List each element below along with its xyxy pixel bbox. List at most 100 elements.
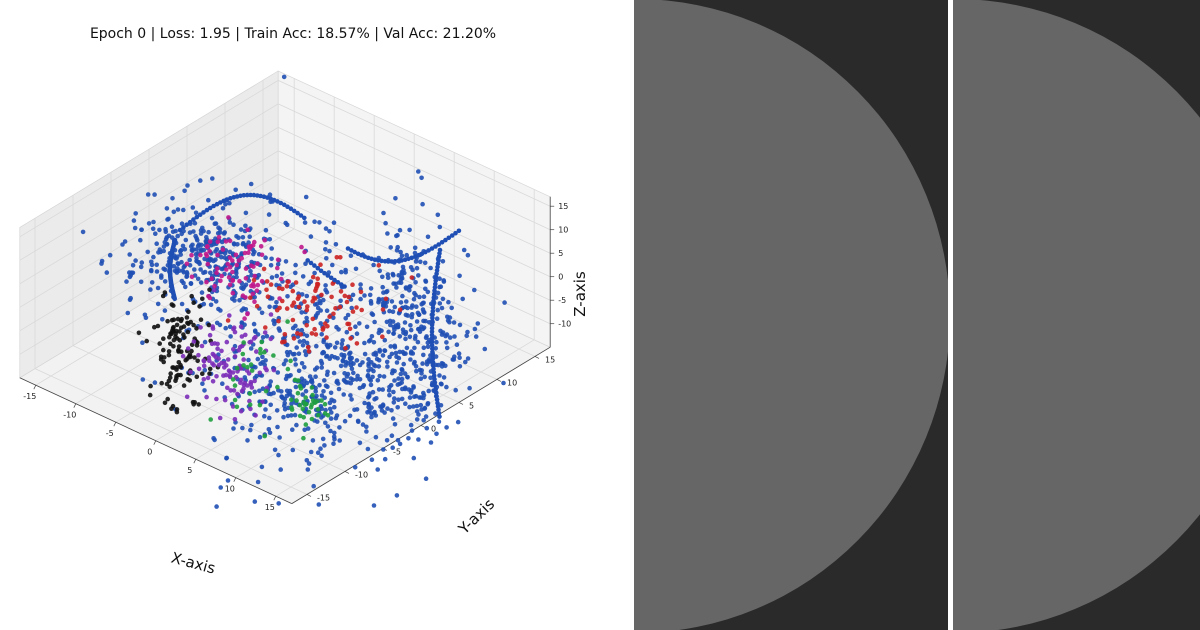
data-point — [323, 420, 328, 426]
data-point — [407, 404, 412, 410]
data-point — [420, 326, 426, 332]
data-point — [251, 192, 257, 198]
data-point — [179, 301, 185, 307]
data-point — [200, 296, 205, 302]
data-point — [422, 260, 428, 266]
data-point — [365, 446, 371, 452]
data-point — [409, 349, 414, 355]
data-point — [177, 338, 183, 343]
data-point — [330, 262, 335, 268]
data-point — [266, 212, 272, 217]
data-point — [304, 293, 310, 299]
data-point — [301, 415, 307, 420]
data-point — [122, 239, 128, 244]
data-point — [445, 314, 450, 320]
data-point — [215, 252, 220, 258]
data-point — [325, 324, 330, 329]
data-point — [162, 240, 168, 245]
data-point — [327, 229, 332, 234]
data-point — [342, 284, 347, 289]
data-point — [322, 443, 327, 448]
data-point — [380, 353, 386, 358]
data-point — [188, 244, 194, 249]
data-point — [463, 359, 468, 365]
data-point — [433, 346, 439, 351]
data-point — [250, 281, 256, 287]
data-point — [232, 417, 238, 422]
data-point — [198, 325, 203, 330]
data-point — [264, 367, 269, 373]
data-point — [255, 261, 260, 267]
data-point — [277, 435, 282, 440]
data-point — [366, 404, 371, 410]
data-point — [320, 436, 326, 442]
data-point — [334, 340, 340, 346]
data-point — [322, 395, 328, 401]
data-point — [300, 392, 306, 397]
data-point — [292, 377, 298, 383]
data-point — [290, 303, 295, 308]
data-point — [223, 202, 228, 207]
data-point — [202, 339, 208, 345]
data-point — [299, 361, 305, 366]
data-point — [294, 422, 299, 428]
semicircle-shape — [953, 0, 1200, 630]
data-point — [332, 277, 337, 283]
data-point — [364, 424, 369, 430]
data-point — [295, 390, 301, 396]
data-point — [390, 271, 396, 277]
data-point — [444, 345, 450, 351]
data-point — [421, 418, 427, 423]
data-point — [422, 374, 428, 380]
3d-scatter-plot[interactable]: -15-10-5051015-15-10-5051015-10-5051015 … — [0, 0, 634, 630]
data-point — [241, 340, 246, 345]
data-point — [149, 268, 154, 274]
data-point — [436, 419, 442, 425]
data-point — [315, 265, 321, 271]
data-point — [234, 274, 239, 280]
data-point — [171, 344, 176, 349]
data-point — [331, 441, 336, 447]
data-point — [221, 231, 227, 236]
data-point — [436, 242, 442, 247]
data-point — [182, 335, 187, 340]
data-point — [315, 276, 321, 282]
data-point — [391, 331, 396, 336]
data-point — [300, 274, 306, 279]
data-point — [430, 359, 436, 365]
grid-line — [262, 230, 536, 357]
data-point — [302, 427, 308, 433]
data-point — [282, 403, 287, 409]
data-point — [243, 307, 249, 312]
data-point — [139, 227, 144, 232]
data-point — [472, 326, 478, 332]
data-point — [408, 323, 413, 328]
data-point — [305, 258, 311, 263]
data-point — [336, 327, 341, 332]
data-point — [153, 231, 158, 236]
data-point — [421, 352, 426, 358]
data-point — [189, 252, 194, 258]
data-point — [230, 296, 235, 302]
data-point — [384, 289, 390, 294]
data-point — [388, 322, 393, 328]
data-point — [421, 309, 426, 315]
data-point — [225, 385, 230, 391]
data-point — [216, 306, 221, 312]
data-point — [319, 292, 324, 298]
data-point — [385, 364, 390, 369]
data-point — [423, 476, 429, 482]
data-point — [188, 369, 193, 375]
data-point — [431, 298, 436, 304]
data-point — [214, 247, 220, 252]
data-point — [180, 243, 186, 249]
data-point — [285, 294, 290, 299]
data-point — [183, 284, 188, 290]
data-point — [439, 305, 445, 311]
data-point — [302, 349, 308, 354]
data-point — [431, 370, 437, 375]
data-point — [293, 280, 299, 285]
data-point — [354, 407, 360, 412]
data-point — [392, 259, 398, 264]
data-point — [335, 356, 340, 361]
